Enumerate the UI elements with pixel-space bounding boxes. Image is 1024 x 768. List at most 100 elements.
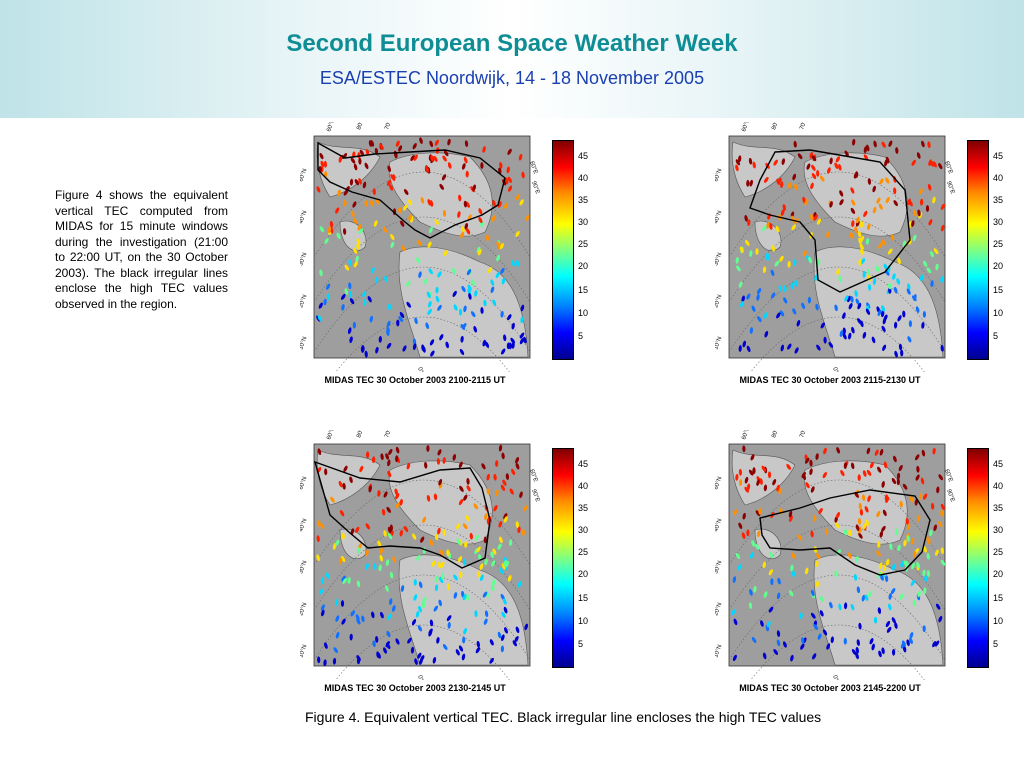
tec-observation-point (465, 170, 469, 178)
tec-observation-point (919, 274, 924, 282)
tec-observation-point (910, 579, 915, 587)
tec-observation-point (371, 611, 375, 619)
tec-observation-point (339, 510, 345, 517)
tec-observation-point (791, 224, 797, 231)
tec-observation-point (780, 344, 785, 352)
tec-observation-point (804, 198, 809, 206)
tec-observation-point (749, 250, 753, 257)
tec-observation-point (886, 626, 892, 633)
tec-observation-point (477, 248, 482, 256)
tec-observation-point (776, 630, 781, 637)
tec-observation-point (862, 271, 866, 278)
tec-observation-point (862, 331, 867, 339)
tec-observation-point (875, 265, 880, 273)
tec-observation-point (350, 528, 355, 535)
tec-observation-point (877, 309, 882, 316)
tec-observation-point (349, 633, 353, 641)
tec-observation-point (851, 220, 855, 227)
colorbar-tick-label: 25 (578, 547, 589, 557)
tec-observation-point (788, 510, 793, 518)
tec-observation-point (863, 154, 869, 161)
tec-observation-point (476, 546, 481, 553)
tec-observation-point (932, 196, 936, 204)
tec-observation-point (749, 327, 754, 334)
tec-observation-point (754, 543, 760, 550)
tec-observation-point (443, 150, 449, 157)
tec-observation-point (763, 176, 769, 183)
tec-observation-point (506, 166, 510, 174)
tec-observation-point (771, 245, 775, 252)
tec-observation-point (819, 595, 824, 603)
latitude-label: 10°N (715, 336, 723, 351)
tec-observation-point (475, 647, 481, 654)
tec-observation-point (940, 559, 946, 566)
tec-observation-point (906, 523, 911, 530)
tec-observation-point (855, 298, 860, 305)
tec-observation-point (422, 597, 427, 603)
tec-observation-point (353, 261, 358, 268)
tec-observation-point (352, 321, 357, 329)
tec-observation-point (742, 445, 746, 453)
tec-observation-point (897, 315, 902, 322)
latitude-gridline (313, 171, 531, 258)
tec-observation-point (809, 468, 813, 476)
tec-observation-point (424, 461, 428, 469)
tec-observation-point (912, 234, 917, 242)
tec-observation-point (335, 599, 339, 606)
tec-observation-point (760, 620, 764, 627)
tec-observation-point (908, 221, 912, 228)
tec-observation-point (751, 637, 757, 643)
tec-observation-point (790, 654, 794, 662)
tec-observation-point (472, 184, 476, 192)
tec-observation-point (861, 494, 866, 501)
tec-observation-point (490, 584, 495, 592)
tec-observation-point (437, 527, 441, 535)
tec-observation-point (399, 311, 405, 319)
longitude-label: 90°E (530, 181, 540, 195)
tec-observation-point (396, 319, 400, 327)
tec-observation-point (810, 589, 815, 597)
tec-observation-point (461, 285, 466, 293)
tec-observation-point (940, 344, 944, 352)
tec-observation-point (428, 628, 433, 635)
tec-observation-point (323, 298, 327, 306)
longitude-label: 80°W (356, 430, 367, 439)
tec-observation-point (518, 153, 523, 161)
tec-observation-point (929, 529, 933, 537)
tec-observation-point (502, 598, 507, 605)
tec-observation-point (519, 491, 523, 499)
tec-observation-point (517, 526, 521, 534)
tec-observation-point (750, 454, 755, 461)
tec-observation-point (498, 521, 503, 528)
tec-observation-point (921, 449, 926, 457)
tec-observation-point (866, 469, 872, 476)
tec-observation-point (511, 322, 515, 330)
latitude-label: 20°N (300, 294, 308, 309)
tec-observation-point (365, 549, 369, 557)
tec-observation-point (898, 343, 903, 351)
tec-observation-point (867, 274, 872, 281)
high-tec-boundary (313, 460, 491, 569)
tec-observation-point (434, 533, 439, 541)
tec-observation-point (501, 611, 506, 618)
tec-observation-point (411, 618, 417, 626)
tec-observation-point (497, 543, 502, 550)
tec-observation-point (504, 627, 508, 634)
tec-observation-point (762, 225, 767, 232)
tec-observation-point (849, 232, 854, 239)
tec-observation-point (912, 599, 917, 607)
latitude-gridline (728, 574, 946, 661)
tec-observation-point (358, 157, 362, 165)
tec-observation-point (317, 656, 321, 664)
colorbar-tick-label: 15 (993, 593, 1004, 603)
tec-observation-point (360, 345, 365, 352)
tec-observation-point (380, 453, 384, 461)
tec-observation-point (823, 336, 827, 344)
tec-observation-point (763, 591, 768, 598)
tec-observation-point (932, 161, 937, 168)
tec-observation-point (499, 242, 504, 250)
tec-observation-point (746, 293, 751, 300)
tec-observation-point (425, 322, 430, 329)
tec-observation-point (317, 315, 322, 322)
land-mass (398, 554, 529, 666)
